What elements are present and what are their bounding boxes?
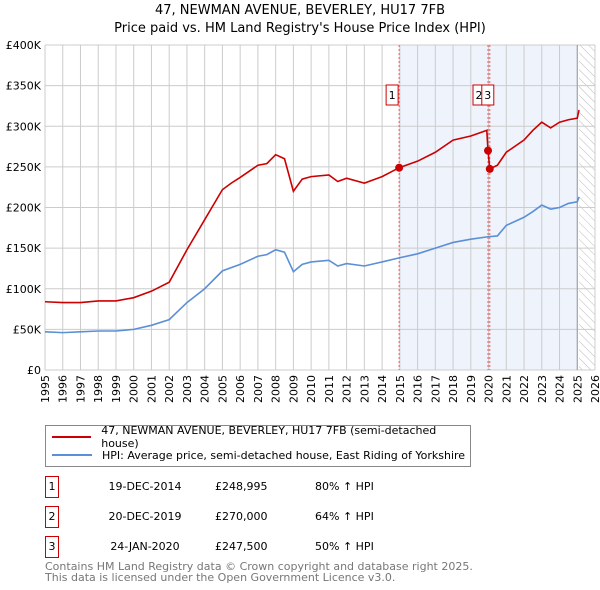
sale-point: [395, 163, 404, 172]
x-tick-label: 2004: [199, 375, 212, 403]
x-tick-label: 2016: [412, 375, 425, 403]
x-tick-label: 2002: [163, 375, 176, 403]
y-tick-label: £50K: [13, 323, 42, 336]
x-tick-label: 2001: [145, 375, 158, 403]
x-tick-label: 2015: [394, 375, 407, 403]
sale-marker-label: 1: [389, 89, 396, 102]
footer: Contains HM Land Registry data © Crown c…: [45, 561, 473, 583]
x-tick-label: 2006: [234, 375, 247, 403]
legend: 47, NEWMAN AVENUE, BEVERLEY, HU17 7FB (s…: [45, 424, 471, 467]
sale-marker-box: 3: [45, 536, 59, 558]
sale-marker-label: 3: [484, 89, 491, 102]
x-tick-label: 2005: [216, 375, 229, 403]
x-tick-label: 2008: [270, 375, 283, 403]
red-line-swatch: [52, 436, 92, 438]
y-tick-label: £400K: [6, 39, 42, 52]
x-tick-label: 1999: [110, 375, 123, 403]
y-tick-label: £300K: [6, 120, 42, 133]
x-tick-label: 2024: [554, 375, 567, 403]
sale-date: 19-DEC-2014: [108, 480, 182, 493]
x-tick-label: 2014: [376, 375, 389, 403]
x-tick-label: 1996: [57, 375, 70, 403]
x-tick-label: 2013: [358, 375, 371, 403]
sale-hpi: 50% ↑ HPI: [315, 540, 374, 553]
sale-price: £248,995: [215, 480, 268, 493]
blue-line-swatch: [52, 454, 92, 456]
series-line: [44, 196, 580, 334]
chart-subtitle: Price paid vs. HM Land Registry's House …: [114, 21, 486, 36]
x-tick-label: 2003: [181, 375, 194, 403]
x-tick-label: 2022: [518, 375, 531, 403]
legend-item-hpi: HPI: Average price, semi-detached house,…: [52, 447, 465, 463]
y-tick-label: £150K: [6, 242, 42, 255]
price-chart: 1995 1996 1997 1998 1999 2000 2001 2002 2003 2004…: [6, 39, 600, 403]
footer-licence: This data is licensed under the Open Gov…: [45, 571, 396, 584]
y-tick-label: £200K: [6, 202, 42, 215]
x-tick-label: 1995: [39, 375, 52, 403]
x-tick-label: 2000: [128, 375, 141, 403]
sale-marker-box: 2: [45, 506, 59, 528]
x-tick-label: 2021: [500, 375, 513, 403]
y-tick-label: £100K: [6, 283, 42, 296]
x-tick-label: 2007: [252, 375, 265, 403]
x-tick-label: 2023: [536, 375, 549, 403]
sale-point: [484, 146, 493, 155]
footer-copyright: Contains HM Land Registry data © Crown c…: [45, 560, 473, 573]
sale-marker-box: [385, 84, 399, 106]
sale-marker-label: 2: [476, 89, 483, 102]
x-tick-label: 2009: [287, 375, 300, 403]
sale-date: 20-DEC-2019: [108, 510, 182, 523]
x-tick-label: 2020: [483, 375, 496, 403]
sale-marker-box: 1: [45, 476, 59, 498]
x-tick-label: 2011: [323, 375, 336, 403]
y-tick-label: £350K: [6, 80, 42, 93]
x-tick-label: 1997: [74, 375, 87, 403]
x-tick-label: 2010: [305, 375, 318, 403]
x-tick-label: 2019: [465, 375, 478, 403]
sale-point: [485, 164, 494, 173]
chart-title: 47, NEWMAN AVENUE, BEVERLEY, HU17 7FB: [154, 3, 446, 18]
sale-hpi: 80% ↑ HPI: [315, 480, 374, 493]
x-tick-label: 2017: [429, 375, 442, 403]
y-tick-label: £0: [27, 364, 41, 377]
sale-price: £247,500: [215, 540, 268, 553]
y-tick-label: £250K: [6, 161, 42, 174]
x-tick-label: 2025: [571, 375, 584, 403]
legend-item-property: 47, NEWMAN AVENUE, BEVERLEY, HU17 7FB (s…: [52, 424, 470, 450]
legend-label: 47, NEWMAN AVENUE, BEVERLEY, HU17 7FB (s…: [101, 424, 437, 450]
sale-date: 24-JAN-2020: [110, 540, 180, 553]
x-tick-label: 2012: [341, 375, 354, 403]
sale-marker-box: [481, 84, 495, 106]
x-tick-label: 1998: [92, 375, 105, 403]
sale-hpi: 64% ↑ HPI: [315, 510, 374, 523]
x-tick-label: 2018: [447, 375, 460, 403]
series-line: [44, 109, 580, 304]
x-tick-label: 2026: [589, 375, 600, 403]
legend-label: HPI: Average price, semi-detached house,…: [102, 448, 466, 462]
sale-price: £270,000: [215, 510, 268, 523]
